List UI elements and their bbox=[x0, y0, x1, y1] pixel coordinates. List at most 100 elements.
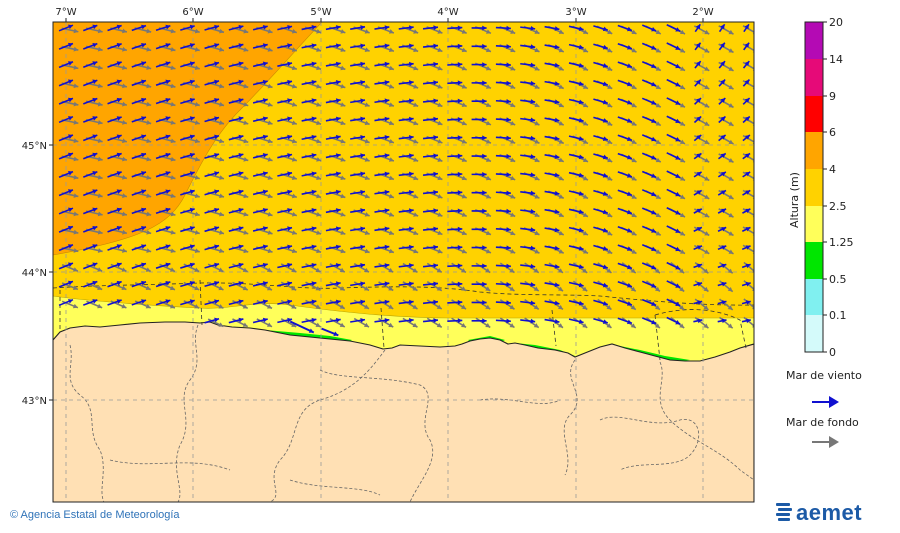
swell-arrow bbox=[305, 281, 321, 291]
wind-sea-arrow bbox=[593, 98, 609, 105]
wind-sea-arrow bbox=[520, 300, 536, 306]
wind-sea-arrow bbox=[422, 244, 439, 250]
wind-sea-arrow bbox=[641, 298, 657, 307]
wind-sea-arrow bbox=[593, 43, 609, 50]
wind-sea-arrow bbox=[289, 320, 315, 334]
wind-sea-arrow bbox=[568, 226, 584, 233]
swell-arrow bbox=[693, 43, 710, 54]
wind-sea-arrow bbox=[252, 24, 268, 31]
wind-sea-arrow bbox=[617, 299, 633, 306]
wind-sea-arrow bbox=[277, 317, 293, 324]
wind-sea-arrow bbox=[495, 62, 511, 68]
swell-arrow bbox=[693, 116, 710, 127]
lon-label: 6°W bbox=[182, 7, 203, 18]
wind-sea-arrow bbox=[568, 208, 584, 215]
wind-sea-arrow bbox=[544, 135, 560, 141]
wind-sea-arrow bbox=[180, 134, 195, 141]
wind-sea-arrow bbox=[398, 189, 414, 195]
wind-sea-arrow bbox=[350, 25, 366, 30]
wind-sea-arrow bbox=[204, 189, 220, 196]
wind-sea-arrow bbox=[374, 299, 390, 305]
wind-sea-arrow bbox=[544, 208, 560, 214]
wind-sea-arrow bbox=[107, 42, 122, 50]
wind-sea-arrow bbox=[742, 189, 751, 196]
wind-sea-arrow bbox=[666, 115, 681, 124]
wind-sea-arrow bbox=[422, 43, 439, 49]
swell-arrow bbox=[719, 280, 734, 293]
wind-sea-arrow bbox=[350, 244, 366, 250]
wind-sea-arrow bbox=[301, 317, 317, 324]
wind-sea-arrow bbox=[204, 43, 220, 50]
latitude-labels: 45°N 44°N 43°N bbox=[22, 141, 47, 407]
wind-sea-arrow bbox=[398, 263, 414, 268]
wind-sea-arrow bbox=[568, 43, 584, 50]
swell-arrow bbox=[402, 262, 418, 273]
wind-sea-arrow bbox=[666, 133, 681, 142]
wind-sea-arrow bbox=[398, 116, 414, 122]
wind-sea-arrow bbox=[422, 153, 439, 159]
wind-sea-arrow bbox=[495, 300, 511, 306]
wind-sea-arrow bbox=[617, 317, 633, 325]
wind-sea-arrow bbox=[228, 226, 244, 232]
wind-sea-arrow bbox=[447, 98, 463, 104]
wind-sea-arrow bbox=[350, 299, 366, 305]
wind-sea-arrow bbox=[617, 24, 633, 32]
wind-sea-arrow bbox=[350, 61, 366, 67]
wind-sea-arrow bbox=[495, 227, 511, 232]
swell-arrow bbox=[718, 134, 734, 145]
wind-sea-arrow bbox=[520, 208, 536, 214]
wind-sea-arrow bbox=[301, 153, 317, 159]
wind-sea-arrow bbox=[471, 318, 487, 324]
wind-sea-arrow bbox=[325, 153, 341, 159]
wind-sea-arrow bbox=[741, 281, 751, 287]
wind-sea-arrow bbox=[718, 60, 726, 69]
swell-arrow bbox=[718, 61, 734, 72]
wind-sea-arrow bbox=[495, 208, 511, 214]
wind-sea-arrow bbox=[107, 171, 122, 178]
wind-sea-arrow bbox=[520, 227, 536, 233]
wind-sea-arrow bbox=[155, 61, 171, 68]
wind-sea-arrow bbox=[301, 299, 317, 305]
wind-sea-arrow bbox=[301, 262, 317, 269]
swell-arrow bbox=[280, 263, 297, 273]
wind-sea-arrow bbox=[568, 135, 584, 141]
wind-sea-arrow bbox=[374, 116, 390, 122]
longitude-labels: 7°W 6°W 5°W 4°W 3°W 2°W bbox=[55, 7, 713, 18]
wind-sea-arrow bbox=[350, 317, 366, 323]
wind-sea-arrow bbox=[107, 79, 122, 87]
wind-sea-arrow bbox=[325, 317, 341, 323]
wind-sea-arrow bbox=[593, 244, 609, 251]
wind-sea-arrow bbox=[520, 154, 536, 159]
wind-sea-arrow bbox=[180, 281, 195, 288]
wind-sea-arrow bbox=[107, 299, 122, 306]
wind-sea-arrow bbox=[471, 190, 487, 196]
wind-sea-arrow bbox=[593, 208, 609, 215]
wind-sea-arrow bbox=[718, 152, 727, 160]
swell-arrow bbox=[353, 299, 370, 310]
lon-label: 3°W bbox=[565, 7, 586, 18]
wind-sea-arrow bbox=[374, 317, 390, 323]
wind-sea-arrow bbox=[568, 62, 584, 68]
colorbar-band bbox=[805, 279, 823, 315]
wind-sea-arrow bbox=[131, 43, 147, 50]
wind-sea-arrow bbox=[131, 61, 147, 68]
wind-sea-arrow bbox=[228, 153, 244, 159]
wind-sea-arrow bbox=[228, 244, 244, 251]
swell-arrow bbox=[475, 280, 491, 292]
wind-sea-arrow bbox=[742, 60, 750, 69]
wind-sea-arrow bbox=[693, 152, 702, 160]
wind-sea-arrow bbox=[228, 317, 244, 324]
wind-sea-arrow bbox=[277, 171, 293, 177]
wind-sea-arrow bbox=[666, 42, 681, 51]
swell-arrow bbox=[475, 262, 491, 274]
wind-sea-arrow bbox=[180, 79, 195, 86]
wind-sea-arrow bbox=[398, 80, 414, 85]
wind-sea-arrow bbox=[641, 317, 657, 325]
colorbar-level: 4 bbox=[829, 163, 836, 176]
wind-sea-arrow bbox=[252, 134, 268, 141]
wind-sea-arrow bbox=[717, 318, 727, 324]
wind-sea-arrow bbox=[641, 225, 657, 233]
wind-sea-arrow bbox=[155, 152, 171, 160]
wind-sea-arrow bbox=[422, 281, 439, 287]
wind-sea-arrow bbox=[325, 61, 341, 67]
